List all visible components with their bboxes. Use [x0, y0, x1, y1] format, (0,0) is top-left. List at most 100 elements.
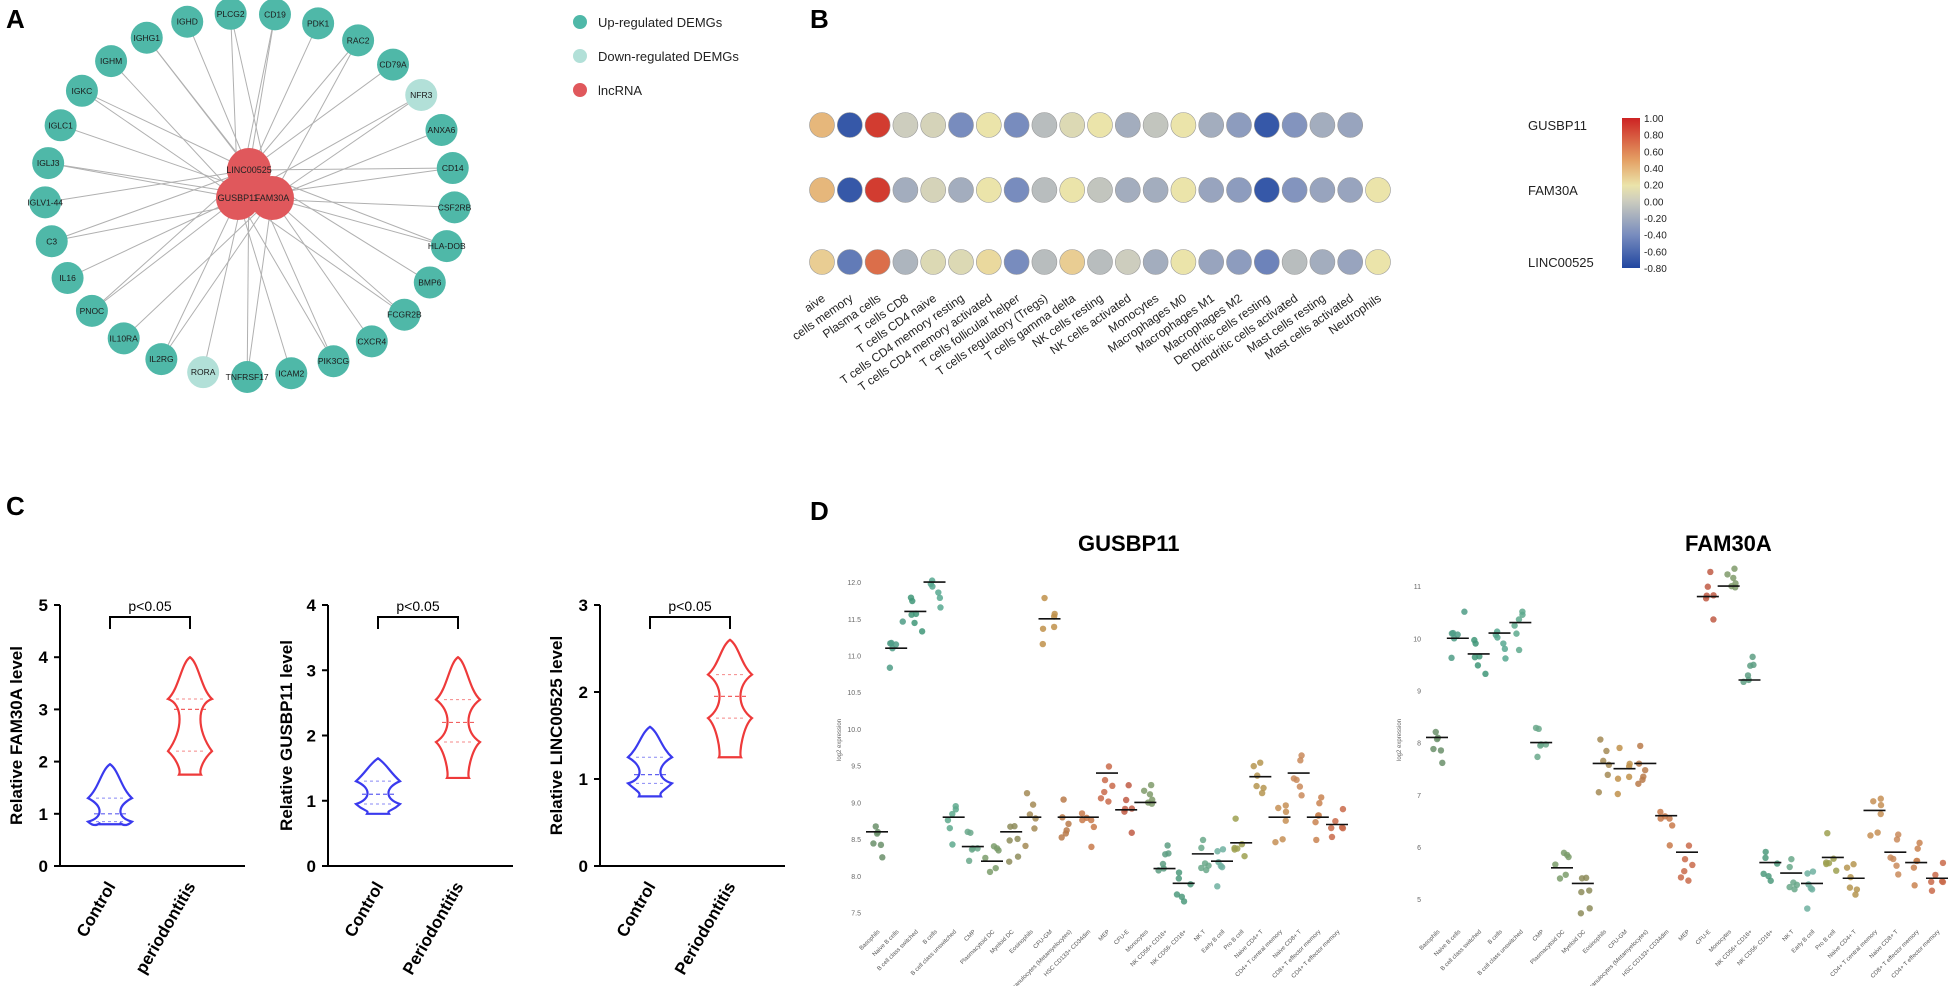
- scatter-point: [1793, 881, 1801, 889]
- scatter-point: [1938, 878, 1946, 885]
- scatter-point: [1461, 608, 1468, 615]
- scatter-point: [1850, 861, 1857, 868]
- scatter-point: [1767, 877, 1774, 884]
- scatter-point: [1657, 808, 1664, 816]
- scatter-point: [1762, 854, 1769, 862]
- colorbar: [1622, 118, 1640, 268]
- gene-node: [405, 78, 438, 111]
- heatmap-cell: [1003, 177, 1030, 203]
- scatter-point: [1050, 623, 1058, 631]
- y-axis-label: log2 expression: [1397, 719, 1403, 761]
- network-edge: [123, 197, 273, 339]
- scatter-point: [1603, 747, 1610, 755]
- scatter-point: [1232, 815, 1239, 822]
- significance-bracket: [377, 616, 459, 629]
- scatter-point: [1482, 670, 1489, 678]
- x-tick-label: B cells: [922, 929, 939, 946]
- y-tick-label: 11: [1414, 584, 1421, 591]
- heatmap-cell: [1337, 177, 1363, 203]
- heatmap-cell: [1226, 112, 1252, 138]
- scatter-point: [1175, 869, 1183, 876]
- y-tick-label: 2: [39, 753, 48, 772]
- heatmap-cell: [1198, 112, 1224, 138]
- scatter-point: [936, 594, 944, 602]
- scatter-point: [1006, 837, 1013, 844]
- network-edge: [271, 94, 422, 199]
- heatmap-cell: [864, 112, 891, 138]
- gene-node-label: CD79A: [379, 60, 407, 70]
- scatter-point: [1595, 789, 1603, 796]
- lncrna-node-label: GUSBP11: [218, 193, 259, 203]
- scatter-point: [1125, 782, 1132, 789]
- y-tick-label: 1: [579, 770, 588, 789]
- gene-node-label: IGHD: [177, 17, 198, 27]
- heatmap-cell: [1198, 177, 1224, 203]
- heatmap-cell: [948, 177, 974, 203]
- violin-shape: [353, 757, 403, 815]
- heatmap-cell: [975, 112, 1002, 138]
- scatter-point: [1681, 867, 1688, 875]
- violin-shape: [85, 762, 135, 827]
- network-edge: [110, 60, 239, 199]
- heatmap-cell: [948, 112, 974, 138]
- heatmap-cell: [892, 249, 919, 275]
- scatter-point: [1597, 736, 1604, 743]
- x-tick-label: NK T: [1193, 929, 1207, 943]
- gene-node: [425, 113, 458, 146]
- y-tick-label: 8: [1417, 741, 1421, 748]
- scatter-point: [1039, 625, 1047, 632]
- network-edge: [237, 197, 292, 374]
- scatter-point: [1724, 571, 1731, 578]
- scatter-point: [1238, 840, 1246, 848]
- heatmap-cell: [1254, 177, 1280, 203]
- scatter-point: [1448, 654, 1455, 662]
- gene-node-label: IGLV1-44: [27, 197, 63, 207]
- heatmap-cell: [1309, 249, 1336, 275]
- scatter-point: [1298, 792, 1305, 799]
- scatter-point: [1895, 831, 1902, 838]
- scatter-point: [1140, 787, 1148, 794]
- scatter-point: [964, 828, 971, 836]
- scatter-point: [1887, 854, 1894, 861]
- violin-chart-gusbp11: 0 1 2 3 4 Relative GUSBP11 level Control Period…: [277, 596, 513, 978]
- scatter-point: [1313, 836, 1320, 844]
- scatter-point: [1187, 881, 1194, 888]
- scatter-point: [1101, 788, 1108, 796]
- y-tick-label: 0: [307, 857, 316, 876]
- scatter-point: [1290, 775, 1298, 782]
- legend-swatch: [573, 15, 587, 29]
- y-tick-label: 5: [39, 596, 48, 615]
- scatter-point: [1914, 845, 1921, 852]
- scatter-point: [1241, 852, 1248, 860]
- scatter-point: [1808, 886, 1816, 893]
- scatter-point: [1502, 655, 1509, 662]
- y-tick-label: 9.0: [851, 800, 861, 807]
- scatter-point: [1895, 871, 1902, 878]
- gene-node-label: CD19: [264, 9, 286, 19]
- y-axis-label: Relative LINC00525 level: [547, 636, 566, 835]
- y-tick-label: 4: [39, 648, 49, 667]
- scatter-point: [1128, 829, 1135, 836]
- significance-bracket: [649, 616, 731, 629]
- scatter-point: [1148, 796, 1156, 803]
- scatter-point: [1060, 796, 1067, 803]
- scatter-point: [1625, 773, 1633, 781]
- heatmap-cell: [1087, 177, 1113, 203]
- x-tick-label: NK CD56- CD16+: [1150, 929, 1188, 967]
- scatter-point: [1128, 805, 1136, 812]
- scatter-point: [1279, 836, 1286, 843]
- heatmap-cell: [1142, 112, 1169, 138]
- scatter-point: [1180, 898, 1188, 905]
- scatter-point: [1214, 883, 1221, 890]
- y-tick-label: 9.5: [851, 764, 861, 771]
- scatter-point: [1312, 818, 1319, 826]
- scatter-point: [986, 868, 994, 876]
- x-tick-label: CMP: [964, 929, 978, 943]
- scatter-point: [1846, 884, 1854, 891]
- network-edge: [248, 14, 276, 171]
- colorbar-tick-label: -0.80: [1644, 264, 1667, 275]
- heatmap-cell: [1115, 249, 1141, 275]
- scatter-point: [1750, 661, 1757, 669]
- gene-node-label: IGLC1: [48, 120, 73, 130]
- gene-node-label: PNOC: [80, 306, 105, 316]
